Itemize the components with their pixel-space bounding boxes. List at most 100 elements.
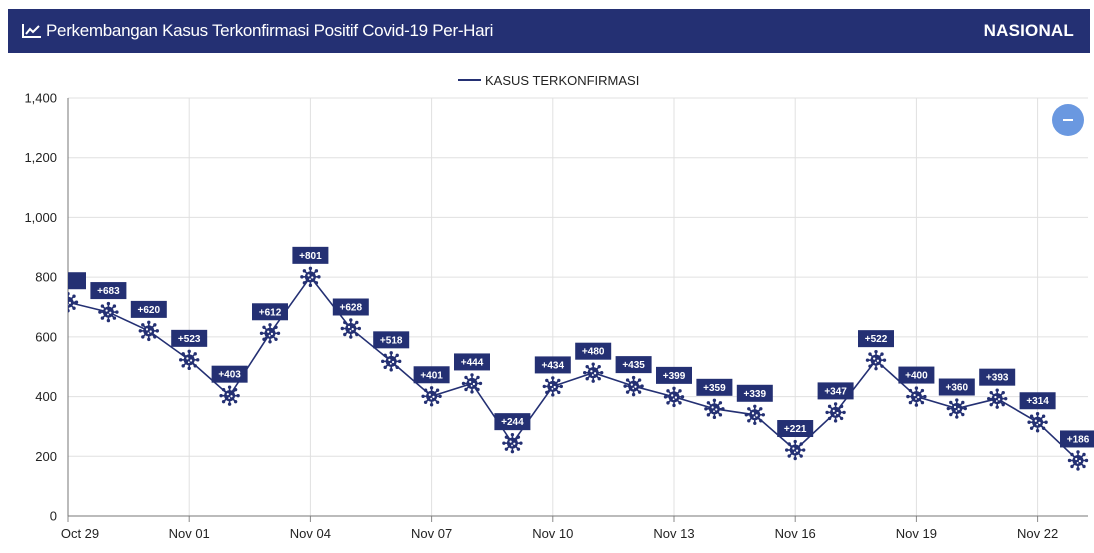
- data-label-box: [252, 303, 288, 321]
- data-label: +801: [299, 251, 322, 262]
- virus-icon[interactable]: [987, 388, 1008, 409]
- data-label: +518: [380, 335, 403, 346]
- data-label: +434: [542, 360, 565, 371]
- y-tick-label: 0: [50, 509, 57, 524]
- y-tick-label: 1,000: [24, 210, 57, 225]
- data-label-box: [979, 368, 1016, 386]
- chart-legend[interactable]: KASUS TERKONFIRMASI: [458, 73, 639, 88]
- data-label-box: [171, 329, 208, 347]
- virus-icon[interactable]: [340, 318, 361, 339]
- data-label-box: [938, 378, 975, 396]
- data-label-box: [736, 384, 773, 402]
- data-label: +359: [703, 383, 726, 394]
- virus-icon[interactable]: [1067, 450, 1089, 471]
- x-tick-label: Nov 07: [411, 526, 452, 541]
- x-tick-label: Oct 29: [61, 526, 99, 541]
- y-tick-label: 1,200: [24, 150, 57, 165]
- virus-icon[interactable]: [663, 386, 685, 408]
- data-label: +620: [138, 305, 161, 316]
- data-label-box: [68, 272, 86, 290]
- virus-icon[interactable]: [744, 404, 765, 425]
- data-label: +399: [663, 371, 686, 382]
- virus-icon[interactable]: [865, 349, 887, 371]
- y-tick-label: 800: [35, 270, 57, 285]
- data-label-box: [1019, 392, 1056, 410]
- data-label: +393: [986, 373, 1009, 384]
- virus-icon[interactable]: [461, 373, 483, 394]
- data-label: +435: [622, 360, 645, 371]
- data-label: +683: [97, 286, 120, 297]
- data-label: +444: [461, 357, 484, 368]
- data-label-box: [817, 382, 854, 400]
- data-label-box: [413, 366, 450, 384]
- y-tick-label: 600: [35, 329, 57, 344]
- x-tick-label: Nov 04: [290, 526, 331, 541]
- virus-icon[interactable]: [259, 323, 281, 344]
- data-label-box: [534, 356, 571, 374]
- data-label: +480: [582, 347, 605, 358]
- virus-icon[interactable]: [1027, 412, 1048, 433]
- x-tick-label: Nov 22: [1017, 526, 1058, 541]
- data-label: +244: [501, 417, 524, 428]
- legend-label: KASUS TERKONFIRMASI: [485, 73, 639, 88]
- chart-title: Perkembangan Kasus Terkonfirmasi Positif…: [22, 9, 493, 53]
- data-label: +401: [420, 370, 443, 381]
- y-tick-label: 400: [35, 389, 57, 404]
- x-tick-label: Nov 13: [653, 526, 694, 541]
- y-tick-label: 200: [35, 449, 57, 464]
- virus-icon[interactable]: [542, 376, 563, 397]
- data-label-box: [332, 298, 369, 316]
- plot-area: +683 +620 +523 +403 +612 +801 +628 +518 +401 +444…: [58, 246, 1094, 471]
- virus-icon[interactable]: [704, 398, 725, 420]
- chart-axes: 0 200 400 600 800 1,000 1,200 1,400 Oct 29 Nov 01…: [24, 91, 1088, 541]
- data-label: +339: [744, 389, 767, 400]
- data-label-box: [696, 378, 733, 396]
- data-label-box: [130, 300, 167, 318]
- data-label: +221: [784, 424, 807, 435]
- virus-icon[interactable]: [219, 385, 240, 406]
- chart-title-text: Perkembangan Kasus Terkonfirmasi Positif…: [46, 21, 494, 40]
- virus-icon[interactable]: [502, 432, 523, 454]
- x-tick-label: Nov 01: [169, 526, 210, 541]
- chart-grid: [68, 97, 1088, 517]
- data-label: +400: [905, 371, 928, 382]
- data-label: +314: [1026, 396, 1049, 407]
- data-label: +612: [259, 307, 282, 318]
- virus-icon[interactable]: [785, 439, 806, 461]
- region-label[interactable]: NASIONAL: [983, 21, 1074, 40]
- virus-icon[interactable]: [623, 375, 644, 397]
- data-label-box: [858, 330, 894, 348]
- data-label-box: [90, 282, 127, 300]
- data-label: +403: [218, 370, 241, 381]
- data-label: +360: [946, 383, 969, 394]
- virus-icon[interactable]: [300, 266, 321, 288]
- virus-icon[interactable]: [98, 301, 119, 323]
- virus-icon[interactable]: [179, 349, 200, 371]
- x-tick-label: Nov 19: [896, 526, 937, 541]
- virus-icon[interactable]: [583, 362, 604, 383]
- data-label: +628: [340, 302, 363, 313]
- virus-icon[interactable]: [825, 402, 846, 423]
- virus-icon[interactable]: [906, 386, 927, 407]
- virus-icon[interactable]: [946, 398, 967, 419]
- data-label-box: [575, 342, 612, 360]
- data-label: +347: [824, 386, 847, 397]
- chart-header: Perkembangan Kasus Terkonfirmasi Positif…: [8, 9, 1090, 53]
- data-label: +522: [865, 334, 888, 345]
- virus-icon[interactable]: [421, 386, 442, 407]
- line-chart-icon: [22, 24, 41, 38]
- y-tick-label: 1,400: [24, 91, 57, 106]
- data-label-box: [292, 246, 329, 264]
- data-label-box: [211, 365, 248, 383]
- data-label: +523: [178, 334, 201, 345]
- data-label-box: [1060, 430, 1094, 448]
- collapse-button[interactable]: [1052, 104, 1084, 136]
- data-label: +186: [1067, 434, 1090, 445]
- virus-icon[interactable]: [138, 320, 159, 342]
- x-tick-label: Nov 10: [532, 526, 573, 541]
- data-label-box: [615, 356, 652, 374]
- data-label-box: [454, 353, 490, 371]
- virus-icon[interactable]: [58, 292, 79, 313]
- virus-icon[interactable]: [381, 351, 402, 372]
